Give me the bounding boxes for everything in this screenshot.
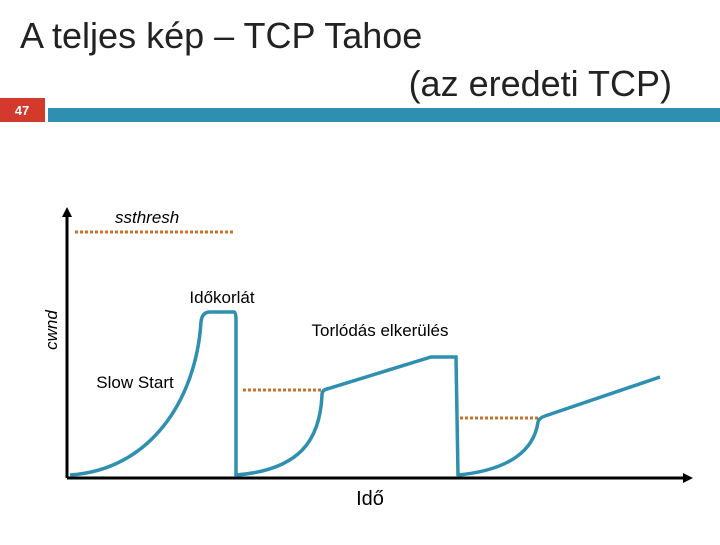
header-bar [48, 108, 720, 122]
x-axis-label: Idő [356, 488, 384, 510]
ssthresh-label: ssthresh [115, 208, 179, 227]
title-line-2: (az eredeti TCP) [409, 63, 672, 104]
congestion-avoidance-label: Torlódás elkerülés [311, 321, 448, 340]
slide-number: 47 [15, 103, 29, 118]
timeout-label: Időkorlát [189, 288, 254, 307]
slow-start-label: Slow Start [96, 373, 174, 392]
cwnd-curve [69, 310, 661, 477]
slide-number-box [0, 98, 45, 122]
y-axis-label: cwnd [42, 310, 61, 350]
title-line-1: A teljes kép – TCP Tahoe [20, 15, 422, 56]
